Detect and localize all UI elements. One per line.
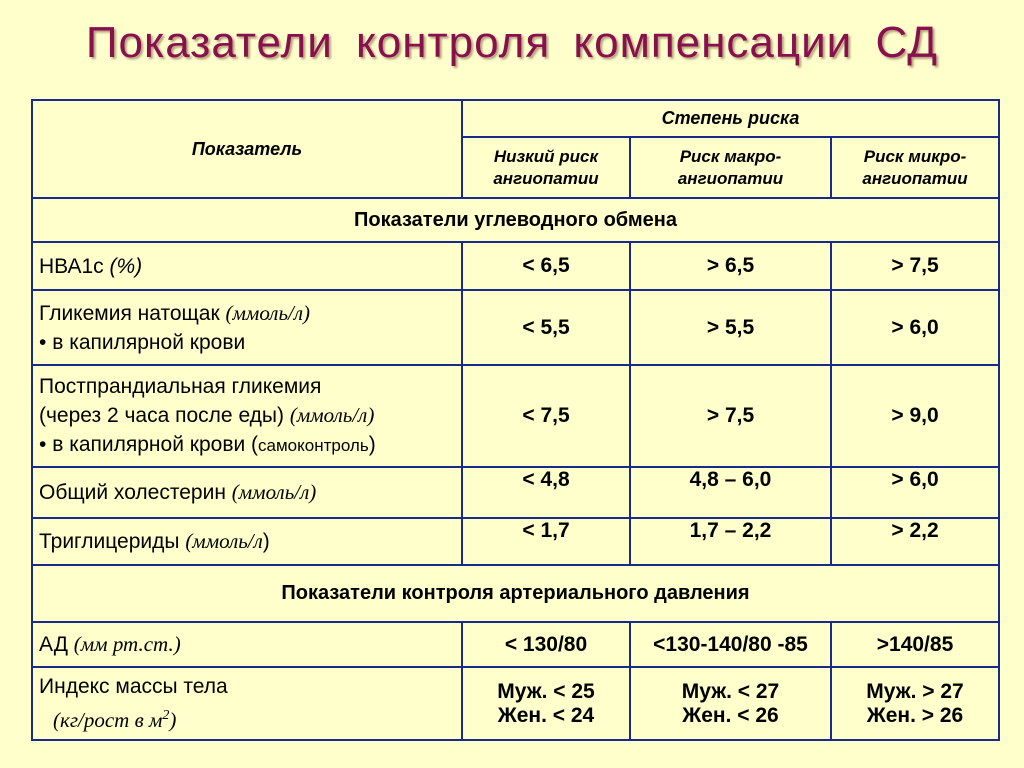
row-label-postprandial: Постпрандиальная гликемия (через 2 часа … bbox=[31, 364, 463, 468]
cell-bp-low: < 130/80 bbox=[461, 621, 631, 668]
compensation-table: Показатель Степень риска Низкий риск анг… bbox=[30, 99, 1001, 741]
unit-cholesterol: (ммоль/л) bbox=[231, 480, 317, 504]
cell-fasting-macro: > 5,5 bbox=[629, 289, 832, 366]
unit-postprandial: (ммоль/л) bbox=[289, 403, 375, 427]
cell-postprandial-macro: > 7,5 bbox=[629, 364, 832, 468]
cell-triglycerides-low: < 1,7 bbox=[461, 517, 631, 566]
row-label-fasting: Гликемия натощак (ммоль/л) • в капилярно… bbox=[31, 289, 463, 366]
cell-bmi-macro: Муж. < 27 Жен. < 26 bbox=[629, 666, 832, 741]
cell-bp-micro: >140/85 bbox=[829, 621, 1001, 668]
table-row: Постпрандиальная гликемия (через 2 часа … bbox=[31, 364, 1001, 468]
unit-bmi: (кг/рост в м bbox=[53, 708, 163, 732]
unit-triglycerides: (ммоль/л bbox=[185, 529, 263, 553]
cell-fasting-micro: > 6,0 bbox=[829, 289, 1001, 366]
cell-cholesterol-low: < 4,8 bbox=[461, 466, 631, 519]
bullet-icon: • bbox=[39, 330, 47, 354]
cell-triglycerides-micro: > 2,2 bbox=[829, 517, 1001, 566]
unit-hba1c: (%) bbox=[109, 254, 143, 278]
header-risk-degree: Степень риска bbox=[460, 99, 1001, 138]
cell-hba1c-low: < 6,5 bbox=[461, 241, 631, 291]
page-title: Показатели контроля компенсации СД bbox=[85, 18, 939, 67]
table-row: Гликемия натощак (ммоль/л) • в капилярно… bbox=[31, 289, 1001, 366]
table-row: НВА1с (%) < 6,5 > 6,5 > 7,5 bbox=[31, 241, 1001, 291]
table-row: Общий холестерин (ммоль/л) < 4,8 4,8 – 6… bbox=[31, 466, 1001, 519]
cell-postprandial-low: < 7,5 bbox=[461, 364, 631, 468]
row-label-cholesterol: Общий холестерин (ммоль/л) bbox=[31, 466, 463, 519]
unit-bp: (мм рт.ст.) bbox=[73, 632, 181, 656]
cell-hba1c-macro: > 6,5 bbox=[629, 241, 832, 291]
header-macro-risk: Риск макро-ангиопатии bbox=[629, 136, 832, 199]
table-row: АД (мм рт.ст.) < 130/80 <130-140/80 -85 … bbox=[31, 621, 1001, 668]
cell-fasting-low: < 5,5 bbox=[461, 289, 631, 366]
section-carb-metabolism: Показатели углеводного обмена bbox=[30, 197, 1001, 243]
section-blood-pressure: Показатели контроля артериального давлен… bbox=[30, 564, 1001, 623]
cell-postprandial-micro: > 9,0 bbox=[829, 364, 1001, 468]
table-row: Триглицериды (ммоль/л) < 1,7 1,7 – 2,2 >… bbox=[31, 517, 1001, 566]
row-label-bmi: Индекс массы тела (кг/рост в м2) bbox=[31, 666, 463, 741]
cell-bmi-low: Муж. < 25 Жен. < 24 bbox=[461, 666, 631, 741]
cell-bp-macro: <130-140/80 -85 bbox=[629, 621, 832, 668]
bullet-icon: • bbox=[39, 433, 47, 456]
row-label-triglycerides: Триглицериды (ммоль/л) bbox=[31, 517, 463, 566]
header-low-risk: Низкий риск ангиопатии bbox=[461, 136, 631, 199]
row-label-bp: АД (мм рт.ст.) bbox=[31, 621, 463, 668]
cell-triglycerides-macro: 1,7 – 2,2 bbox=[629, 517, 832, 566]
header-indicator: Показатель bbox=[31, 99, 463, 199]
cell-cholesterol-micro: > 6,0 bbox=[829, 466, 1001, 519]
unit-fasting: (ммоль/л) bbox=[225, 300, 311, 325]
row-label-hba1c: НВА1с (%) bbox=[31, 241, 463, 291]
cell-hba1c-micro: > 7,5 bbox=[829, 241, 1001, 291]
cell-bmi-micro: Муж. > 27 Жен. > 26 bbox=[829, 666, 1001, 741]
header-micro-risk: Риск микро-ангиопатии bbox=[829, 136, 1001, 199]
cell-cholesterol-macro: 4,8 – 6,0 bbox=[629, 466, 832, 519]
table-row: Индекс массы тела (кг/рост в м2) Муж. < … bbox=[31, 666, 1001, 741]
